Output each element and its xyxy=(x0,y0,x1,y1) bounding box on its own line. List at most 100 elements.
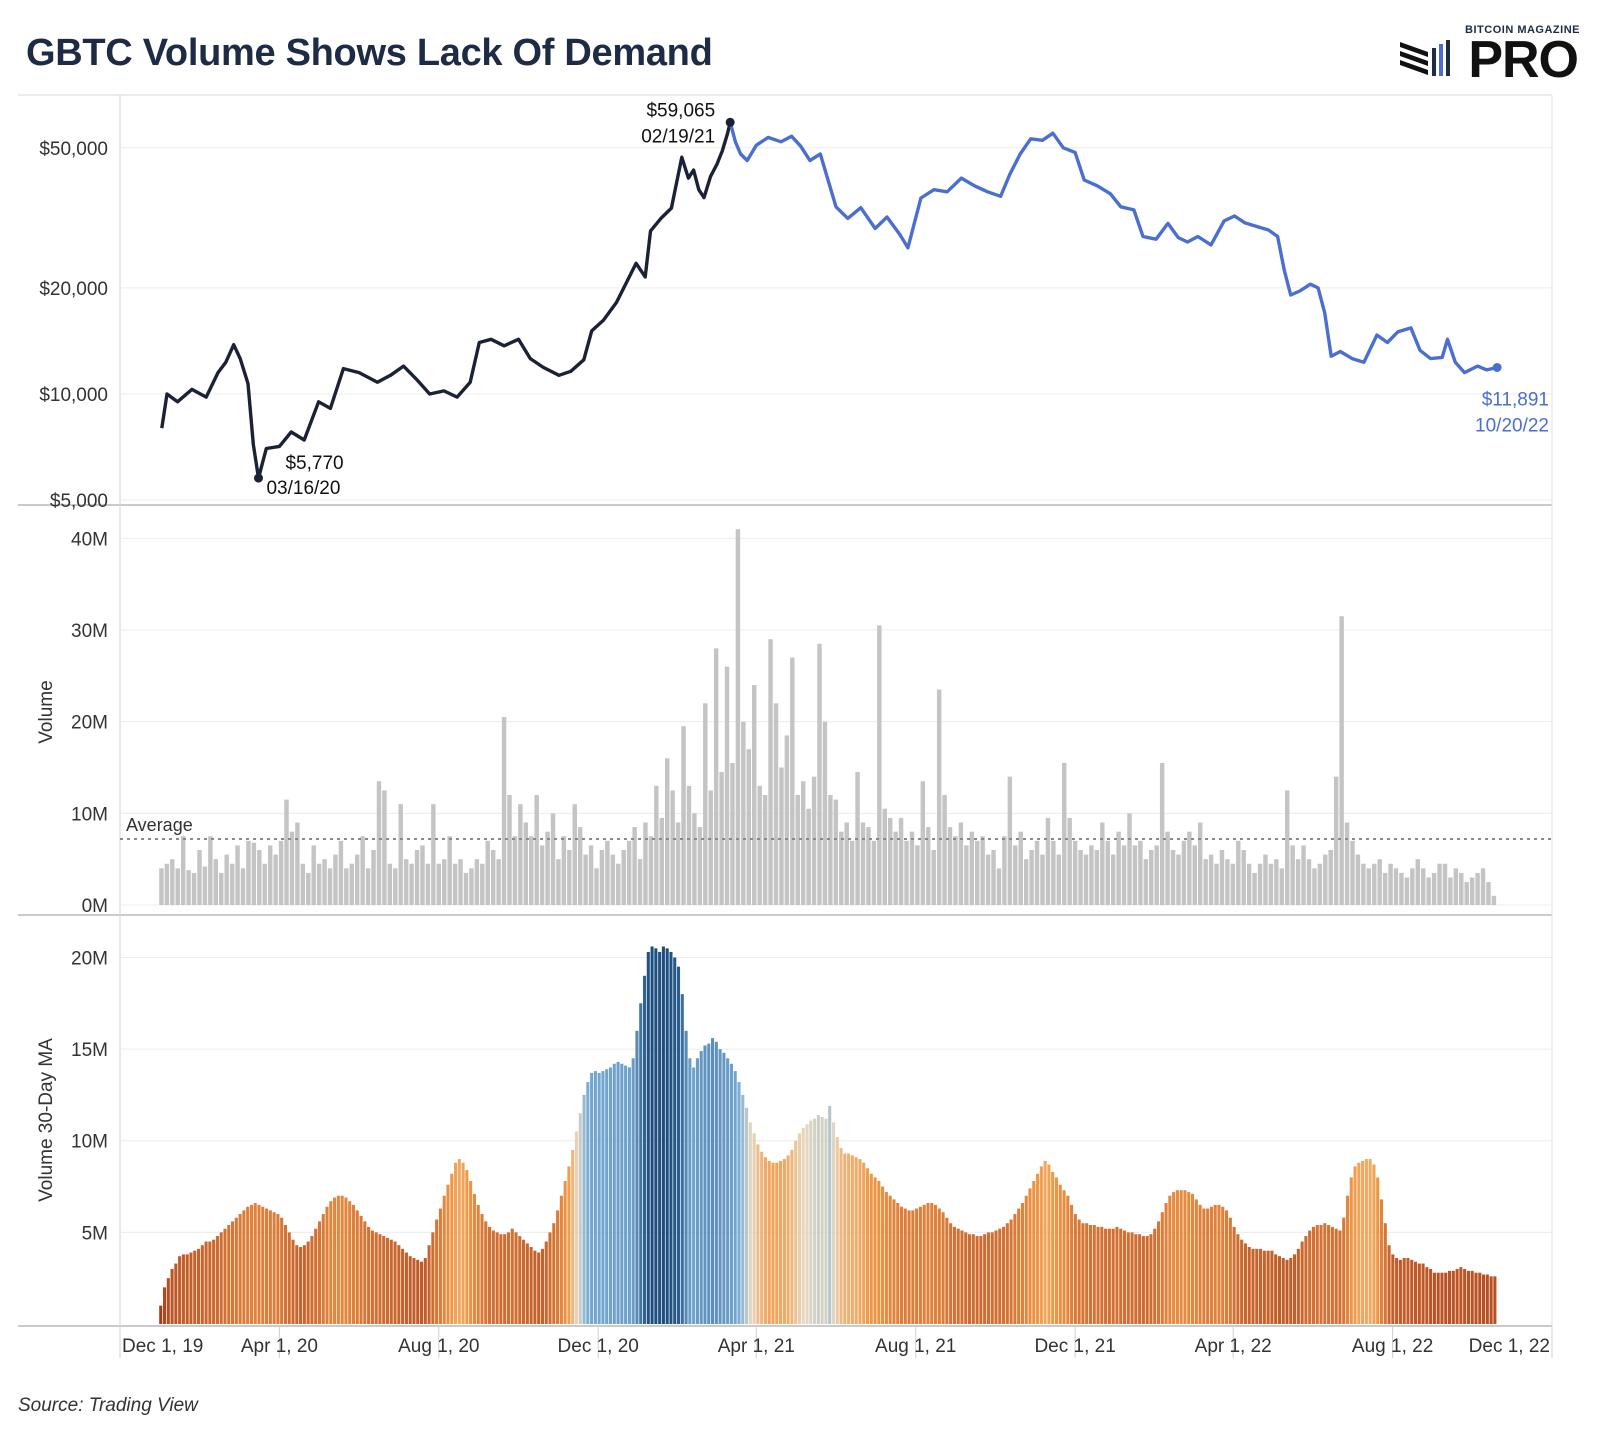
ma-bar xyxy=(1345,1195,1350,1324)
volume-bar xyxy=(202,866,208,905)
ma-bar xyxy=(990,1232,994,1324)
ma-bar xyxy=(1436,1272,1440,1324)
volume-bar xyxy=(1192,845,1197,905)
volume-bar xyxy=(1426,877,1431,905)
ma-tick-label: 20M xyxy=(71,948,108,969)
ma-bar xyxy=(1138,1234,1142,1324)
ma-bar xyxy=(1485,1274,1489,1324)
volume-bar xyxy=(175,868,180,905)
ma-bar xyxy=(321,1214,325,1324)
ma-bar xyxy=(401,1248,405,1324)
volume-bar xyxy=(1165,831,1170,905)
ma-bar xyxy=(1410,1259,1414,1324)
last-value-label: $11,891 xyxy=(1482,389,1549,410)
ma-bar xyxy=(438,1208,442,1324)
volume-bar xyxy=(349,863,354,905)
ma-bar xyxy=(658,951,662,1324)
volume-bar xyxy=(1007,776,1013,905)
volume-bar xyxy=(616,863,621,905)
ma-bar xyxy=(1194,1199,1198,1324)
ma-bar xyxy=(1372,1164,1376,1324)
ma-bar xyxy=(408,1256,412,1324)
volume-bar xyxy=(442,859,447,905)
volume-bar xyxy=(539,845,545,905)
ma-bar xyxy=(692,1067,696,1324)
ma-bar xyxy=(654,948,658,1324)
volume-bar xyxy=(1241,850,1246,905)
volume-bar xyxy=(1388,863,1393,905)
ma-bar xyxy=(1323,1223,1327,1324)
ma-bar xyxy=(695,1058,699,1324)
ma-bar xyxy=(1308,1230,1312,1324)
volume-bar xyxy=(964,845,969,905)
ma-bar xyxy=(389,1239,393,1324)
ma-bar xyxy=(828,1105,832,1324)
volume-bar xyxy=(1274,859,1279,905)
volume-bar xyxy=(621,850,626,905)
ma-bar xyxy=(1478,1272,1482,1324)
volume-bar xyxy=(387,863,393,905)
ma-bar xyxy=(219,1232,223,1324)
ma-bar xyxy=(484,1221,488,1324)
ma-bar xyxy=(869,1173,873,1324)
ma-bar xyxy=(1187,1192,1191,1324)
ma-bar xyxy=(745,1107,749,1324)
ma-bar xyxy=(1262,1250,1266,1324)
price-line-post-peak xyxy=(728,121,1498,375)
volume-bar xyxy=(1323,854,1328,905)
ma-bar xyxy=(540,1248,544,1324)
volume-bar xyxy=(882,808,887,905)
ma-bar xyxy=(601,1071,605,1324)
price-tick-label: $50,000 xyxy=(39,139,108,160)
volume-bar xyxy=(985,854,991,905)
ma-bar xyxy=(1387,1245,1391,1324)
volume-bar xyxy=(1295,859,1301,905)
ma-bar xyxy=(1247,1247,1251,1324)
ma-bar xyxy=(590,1072,594,1324)
volume-bar xyxy=(795,795,800,905)
ma-bar xyxy=(1342,1217,1346,1324)
volume-bar xyxy=(529,836,534,905)
ma-bar xyxy=(1293,1254,1297,1324)
volume-bar xyxy=(577,827,583,905)
ma-bar xyxy=(820,1116,824,1324)
ma-bar xyxy=(986,1232,990,1324)
x-tick-label: Aug 1, 21 xyxy=(875,1336,956,1357)
ma-bar xyxy=(276,1214,280,1324)
ma-bar xyxy=(707,1043,711,1324)
volume-bar xyxy=(1415,859,1420,905)
ma-bar xyxy=(397,1245,401,1324)
ma-bar xyxy=(1081,1223,1085,1324)
ma-bar xyxy=(801,1127,805,1324)
ma-bar xyxy=(1043,1160,1047,1324)
volume-bar xyxy=(262,863,267,905)
ma-bar xyxy=(1141,1236,1145,1324)
volume-bar xyxy=(752,685,757,905)
ma-bar xyxy=(234,1217,238,1324)
ma-bar xyxy=(336,1195,340,1324)
ma-bar xyxy=(457,1159,461,1324)
price-low-marker xyxy=(253,473,263,483)
ma-bar xyxy=(1482,1274,1486,1324)
ma-bar xyxy=(646,951,650,1324)
volume-bar xyxy=(746,749,752,905)
ma-bar xyxy=(465,1170,469,1324)
ma-bar xyxy=(567,1166,571,1324)
ma-bar xyxy=(1236,1234,1240,1324)
volume-bar xyxy=(240,868,246,905)
ma-bar xyxy=(854,1157,858,1324)
volume-bar xyxy=(518,804,523,905)
volume-bar xyxy=(1116,831,1121,905)
ma-bar xyxy=(775,1162,779,1324)
ma-bar xyxy=(552,1223,556,1324)
ma-bar xyxy=(945,1217,949,1324)
volume-bar xyxy=(371,850,376,905)
x-tick-label: Dec 1, 19 xyxy=(122,1336,203,1357)
ma-bar xyxy=(1232,1226,1236,1324)
volume-bar xyxy=(289,831,295,905)
ma-bar xyxy=(533,1250,537,1324)
ma-bar xyxy=(968,1234,972,1324)
ma-bar xyxy=(862,1162,866,1324)
ma-bar xyxy=(760,1151,764,1324)
ma-bar xyxy=(752,1133,756,1324)
